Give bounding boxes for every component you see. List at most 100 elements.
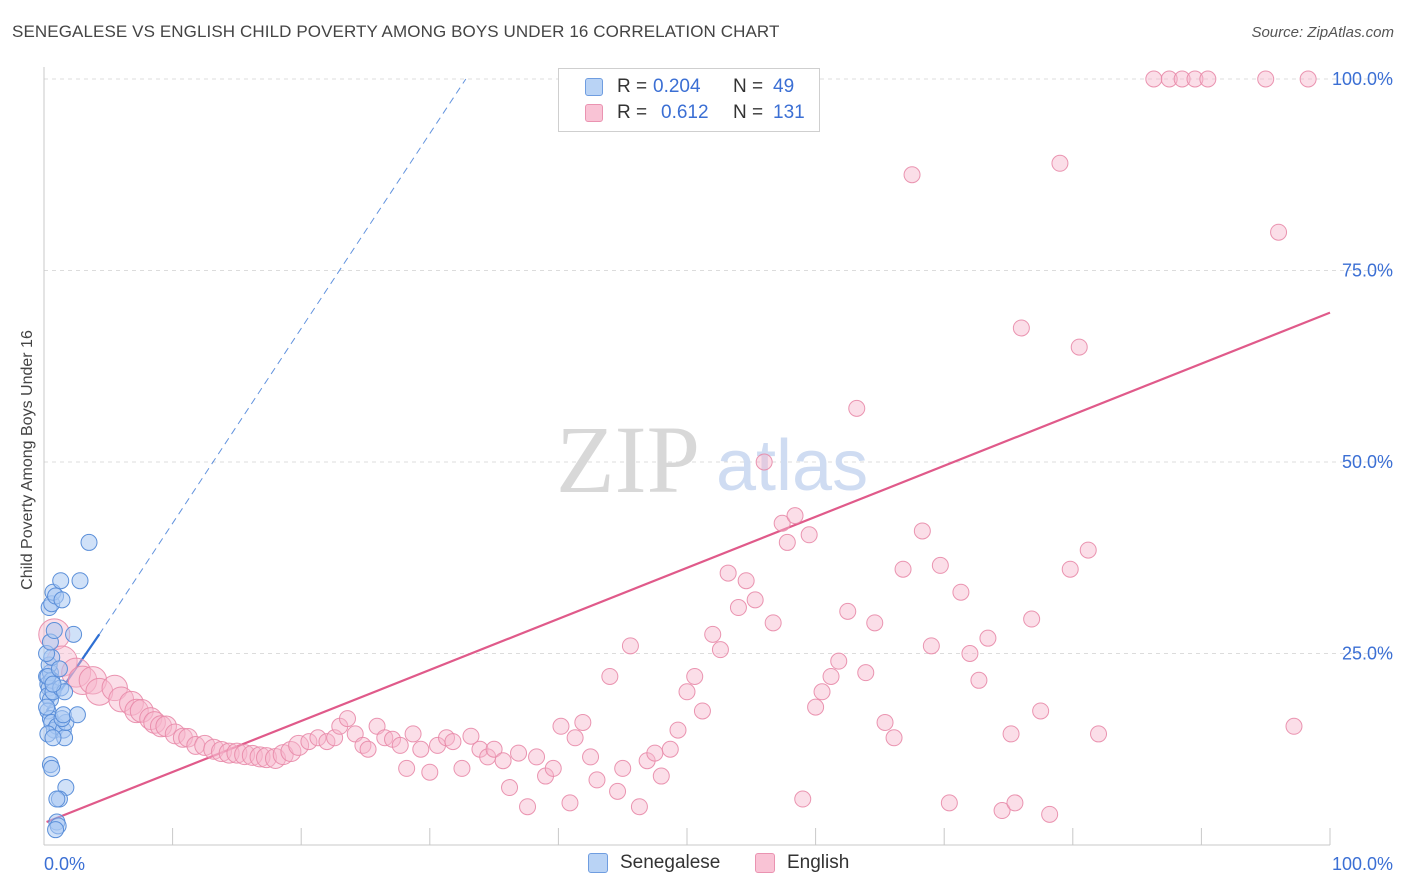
english-point: [391, 736, 409, 754]
senegalese-legend-swatch: [588, 853, 608, 873]
english-point: [501, 779, 519, 797]
english-point: [807, 698, 825, 716]
english-point: [704, 625, 722, 643]
english-point: [979, 629, 997, 647]
y-tick-label: 100.0%: [1332, 69, 1393, 89]
english-point: [234, 744, 256, 766]
english-point: [300, 733, 318, 751]
english-point: [1173, 70, 1191, 88]
english-point: [693, 702, 711, 720]
english-trend-line: [46, 311, 1331, 824]
y-tick-label: 25.0%: [1342, 644, 1393, 664]
english-point: [129, 699, 154, 723]
english-point: [646, 744, 664, 762]
tick-labels: 25.0% 50.0% 75.0% 100.0% 0.0% 100.0%: [44, 69, 1393, 874]
english-point: [614, 759, 632, 777]
english-point: [178, 727, 198, 748]
english-point: [940, 794, 958, 812]
y-tick-label: 75.0%: [1342, 261, 1393, 281]
english-point: [621, 637, 639, 655]
english-point: [155, 715, 177, 738]
english-point: [1070, 338, 1088, 356]
english-point: [1006, 794, 1024, 812]
senegalese-point: [54, 706, 72, 724]
english-point: [1041, 805, 1059, 823]
english-point: [510, 744, 528, 762]
english-point: [1145, 70, 1163, 88]
english-point: [961, 645, 979, 662]
english-point: [866, 614, 884, 632]
english-point: [903, 166, 921, 184]
legend-row-senegalese: R = 0.204 N = 49: [585, 75, 794, 99]
watermark: ZIP atlas: [556, 406, 868, 513]
grid: [44, 78, 1392, 654]
english-point: [101, 674, 128, 702]
x-tick-label: 100.0%: [1332, 854, 1393, 874]
english-point: [931, 556, 949, 574]
english-point: [601, 667, 619, 685]
english-point: [609, 782, 627, 800]
english-point: [561, 794, 579, 812]
english-point: [143, 711, 166, 734]
english-point: [737, 572, 755, 590]
english-point: [686, 667, 704, 685]
watermark-atlas: atlas: [716, 426, 868, 506]
english-point: [764, 614, 782, 632]
senegalese-points: [38, 533, 98, 839]
legend-row-english: R = 0.612 N = 131: [585, 101, 805, 125]
english-point: [800, 526, 818, 544]
senegalese-point: [44, 675, 62, 693]
english-point: [588, 771, 606, 789]
english-point: [830, 652, 848, 670]
y-tick-label: 50.0%: [1342, 452, 1393, 472]
english-point: [85, 677, 114, 706]
english-point: [149, 715, 173, 738]
english-point: [1199, 70, 1217, 88]
series-legend: Senegalese English: [0, 852, 1406, 878]
english-point: [453, 759, 471, 777]
senegalese-point: [47, 821, 65, 839]
english-point: [1012, 319, 1030, 337]
legend-r-label: R =: [617, 102, 648, 123]
english-point: [574, 713, 592, 731]
english-point: [124, 698, 149, 724]
english-point: [669, 721, 687, 739]
y-axis-label: Child Poverty Among Boys Under 16: [19, 330, 36, 590]
english-point: [1079, 541, 1097, 559]
english-point: [255, 747, 277, 769]
english-point: [582, 748, 600, 766]
english-legend-swatch: [755, 853, 775, 873]
senegalese-point: [38, 698, 56, 716]
english-point: [922, 637, 940, 655]
chart-title: SENEGALESE VS ENGLISH CHILD POVERTY AMON…: [12, 22, 780, 41]
english-point: [218, 742, 240, 764]
english-point: [993, 802, 1011, 820]
english-point: [412, 740, 430, 758]
senegalese-point: [65, 625, 83, 643]
english-point: [309, 729, 327, 747]
english-point: [398, 759, 416, 777]
english-legend-label: English: [787, 852, 850, 873]
senegalese-point: [44, 729, 62, 747]
english-point: [729, 599, 747, 617]
senegalese-n-value: 49: [773, 76, 795, 97]
english-point: [462, 727, 480, 745]
english-point: [1023, 610, 1041, 628]
legend-r-label: R =: [617, 76, 648, 97]
english-point: [1002, 725, 1020, 743]
english-point: [288, 734, 310, 756]
legend-item-senegalese[interactable]: Senegalese: [588, 852, 720, 874]
english-point: [1186, 70, 1204, 88]
legend-item-english[interactable]: English: [755, 852, 849, 874]
english-point: [566, 729, 584, 747]
english-point: [778, 533, 796, 551]
senegalese-r-value: 0.204: [653, 76, 701, 97]
english-point: [528, 748, 546, 766]
english-swatch: [585, 104, 603, 122]
english-point: [773, 514, 791, 532]
senegalese-point: [68, 706, 86, 724]
english-point: [813, 683, 831, 701]
english-point: [876, 713, 894, 731]
english-point: [786, 507, 804, 525]
